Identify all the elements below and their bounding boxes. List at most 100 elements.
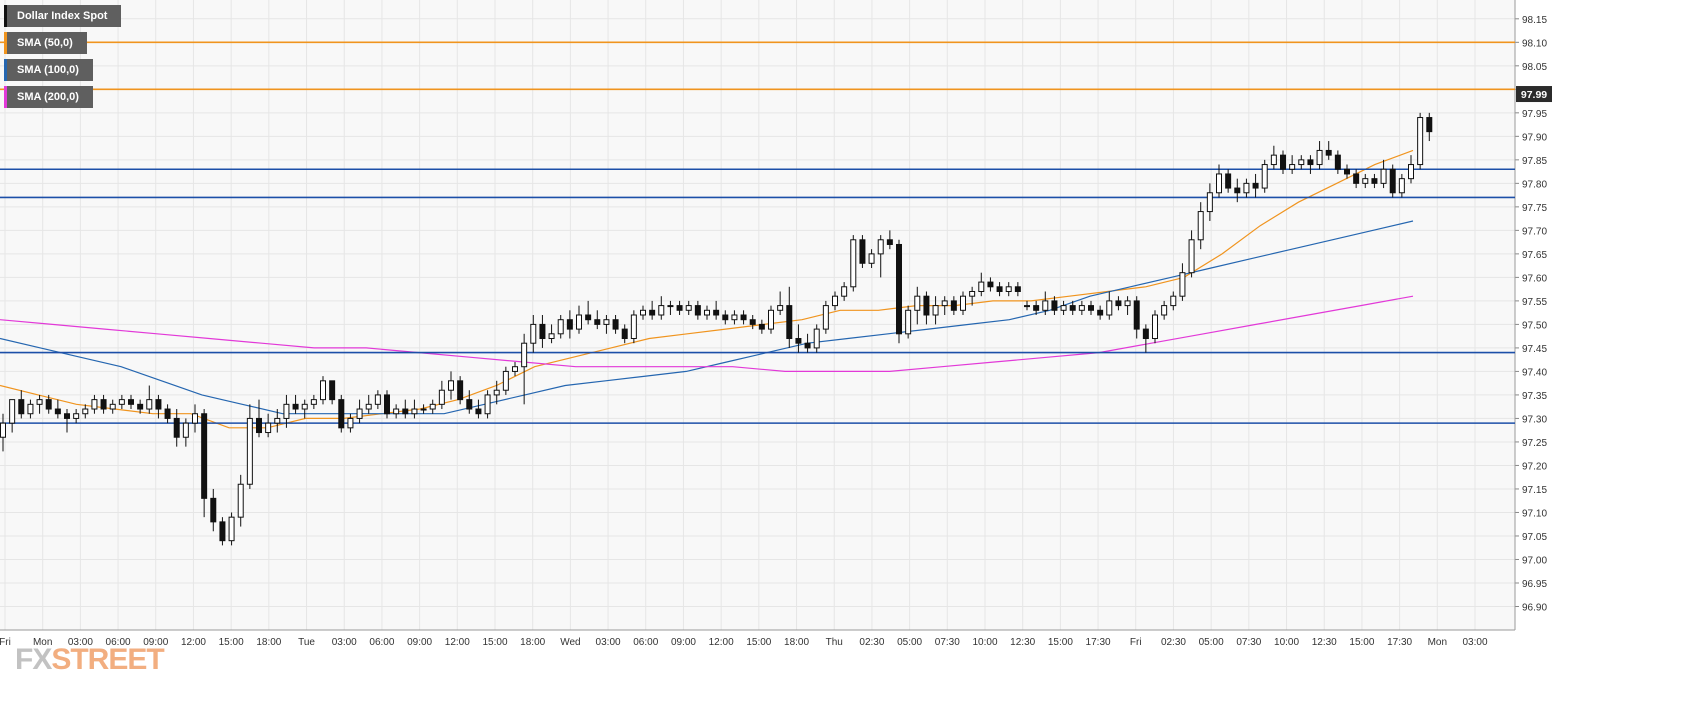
candle-body: [758, 323, 765, 330]
candle-body: [393, 408, 400, 415]
candle-body: [155, 399, 162, 410]
candle-body: [694, 305, 701, 316]
candle-body: [82, 408, 89, 415]
candle-body: [594, 319, 601, 325]
candle-body: [676, 305, 683, 311]
candle-body: [539, 323, 546, 340]
candle-body: [530, 323, 537, 344]
candle-body: [411, 408, 418, 415]
candle-body: [1088, 305, 1094, 311]
candle-body: [905, 309, 912, 335]
y-tick-label: 97.75: [1522, 203, 1547, 214]
candle-body: [914, 295, 921, 311]
candle-body: [1252, 182, 1259, 189]
y-tick-label: 97.45: [1522, 344, 1547, 355]
x-tick-label: 09:00: [143, 637, 168, 648]
candle-body: [1152, 314, 1158, 340]
candle-body: [384, 394, 390, 415]
candle-body: [768, 309, 774, 330]
y-tick-label: 97.00: [1522, 555, 1547, 566]
y-tick-label: 97.10: [1522, 508, 1547, 519]
x-tick-label: 17:30: [1387, 637, 1412, 648]
candle-body: [685, 305, 692, 311]
legend-item-sma50[interactable]: SMA (50,0): [4, 32, 87, 54]
candle-body: [630, 314, 637, 340]
candle-body: [1179, 272, 1186, 297]
candle-body: [301, 403, 308, 410]
candle-body: [640, 309, 646, 316]
candle-body: [192, 413, 198, 424]
x-tick-label: 06:00: [106, 637, 131, 648]
candle-body: [219, 521, 226, 542]
candle-body: [310, 399, 317, 405]
ma-line-sma-200-0-: [0, 295, 1414, 372]
candle-body: [173, 417, 180, 438]
legend-item-sma100[interactable]: SMA (100,0): [4, 59, 93, 81]
candle-body: [128, 399, 134, 405]
candle-body: [27, 403, 34, 415]
x-tick-label: 10:00: [1274, 637, 1299, 648]
last-price-label: 97.99: [1521, 89, 1547, 101]
x-tick-label: 17:30: [1086, 637, 1111, 648]
y-tick-label: 97.65: [1522, 250, 1547, 261]
legend-label: Dollar Index Spot: [17, 10, 108, 22]
candle-body: [347, 417, 354, 429]
candle-body: [256, 417, 262, 434]
legend-item-instrument[interactable]: Dollar Index Spot: [4, 5, 122, 27]
candle-body: [621, 328, 628, 340]
x-tick-label: 07:30: [935, 637, 960, 648]
candle-body: [987, 281, 994, 288]
candle-body: [1078, 305, 1085, 311]
candle-body: [137, 403, 144, 410]
candle-body: [45, 399, 52, 410]
y-tick-label: 97.80: [1522, 179, 1547, 190]
candle-body: [237, 483, 244, 518]
x-tick-label: 15:00: [1048, 637, 1073, 648]
candle-body: [18, 399, 25, 415]
candle-body: [923, 295, 930, 316]
candle-body: [246, 417, 253, 485]
x-tick-label: 06:00: [633, 637, 658, 648]
candle-body: [356, 408, 363, 419]
candle-body: [932, 305, 939, 316]
y-tick-label: 97.25: [1522, 438, 1547, 449]
legend-label: SMA (50,0): [17, 37, 73, 49]
candle-body: [822, 305, 829, 330]
candle-body: [868, 253, 875, 264]
candle-body: [36, 399, 43, 405]
candle-body: [1334, 154, 1341, 170]
legend-swatch: [4, 5, 7, 27]
x-tick-label: 03:00: [332, 637, 357, 648]
legend-item-sma200[interactable]: SMA (200,0): [4, 86, 93, 108]
candle-body: [813, 328, 820, 349]
x-tick-label: 12:00: [181, 637, 206, 648]
x-tick-label: 18:00: [520, 637, 545, 648]
y-tick-label: 97.95: [1522, 109, 1547, 120]
candle-body: [118, 399, 125, 405]
candle-body: [1243, 182, 1250, 194]
y-tick-label: 97.85: [1522, 156, 1547, 167]
y-tick-label: 97.20: [1522, 461, 1547, 472]
y-tick-label: 97.05: [1522, 532, 1547, 543]
candle-body: [182, 422, 189, 438]
candle-body: [329, 380, 336, 401]
candle-body: [969, 290, 976, 297]
x-tick-label: 02:30: [859, 637, 884, 648]
x-tick-label: Thu: [826, 637, 843, 648]
candle-body: [978, 281, 985, 292]
candle-body: [283, 403, 290, 419]
candle-body: [1024, 305, 1030, 308]
logo-part-fx: FX: [15, 643, 52, 676]
x-tick-label: Fri: [1130, 637, 1142, 648]
x-tick-label: 10:00: [972, 637, 997, 648]
legend-label: SMA (100,0): [17, 64, 79, 76]
candle-body: [420, 408, 427, 411]
candle-body: [1042, 300, 1049, 311]
candle-body: [1380, 168, 1387, 184]
x-tick-label: 09:00: [671, 637, 696, 648]
candle-body: [786, 305, 793, 340]
candle-body: [1417, 117, 1424, 166]
x-tick-label: 15:00: [482, 637, 507, 648]
candle-body: [566, 319, 573, 330]
